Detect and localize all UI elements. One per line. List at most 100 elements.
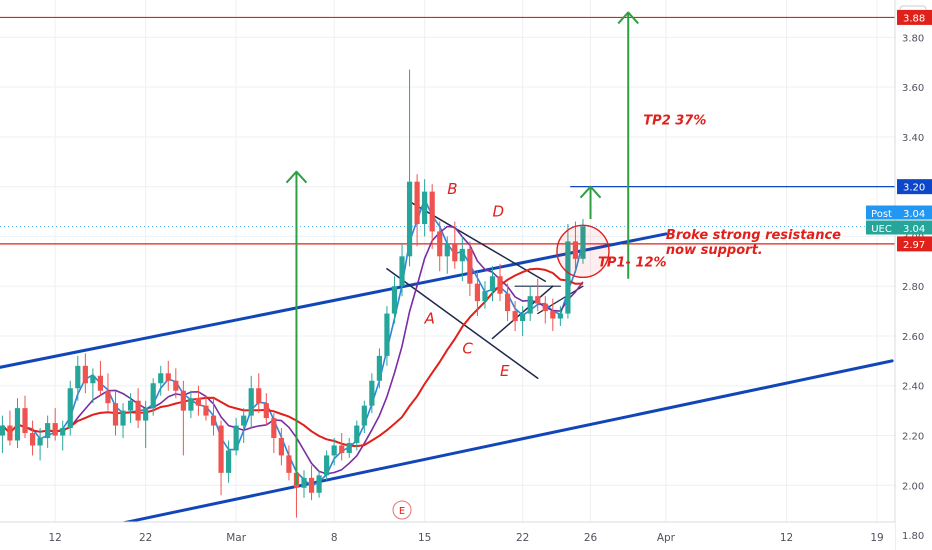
candle <box>452 221 458 269</box>
candle-body <box>226 450 232 473</box>
candle <box>112 390 119 436</box>
target-arrow <box>285 170 308 486</box>
candle <box>105 373 111 411</box>
candle <box>399 243 405 297</box>
candle-body <box>135 400 141 421</box>
candle-body <box>143 408 149 421</box>
candle-body <box>429 191 435 232</box>
candle-body <box>406 181 413 257</box>
trend-line <box>0 232 668 369</box>
candle <box>143 400 149 448</box>
pattern-label: B <box>447 180 457 198</box>
candle <box>535 278 541 312</box>
candle-body <box>474 283 481 302</box>
candle <box>437 221 443 272</box>
price-badge-label: 2.97 <box>903 240 925 251</box>
candle-body <box>105 390 111 404</box>
candle <box>406 69 413 267</box>
pattern-label: D <box>493 203 505 221</box>
candle <box>233 418 239 456</box>
price-tick-label: 3.80 <box>902 33 924 44</box>
arrow-head <box>579 185 602 199</box>
target-arrow <box>579 185 602 220</box>
candle-body <box>218 425 224 473</box>
candle-body <box>444 243 450 257</box>
candle <box>29 420 36 456</box>
last-price-value: 3.04 <box>903 224 925 235</box>
candle <box>14 398 21 448</box>
candle <box>512 301 518 331</box>
candle <box>331 438 337 466</box>
candle <box>127 393 134 424</box>
candle-body <box>376 355 382 381</box>
candle-body <box>271 418 277 439</box>
candle <box>120 403 126 439</box>
candle <box>542 296 548 324</box>
candle-body <box>22 408 28 434</box>
time-tick-label: Mar <box>226 532 246 544</box>
candle <box>339 433 345 461</box>
candle-body <box>331 445 337 456</box>
candle-body <box>188 398 194 411</box>
candle-body <box>29 433 36 446</box>
event-marker: E <box>392 500 412 520</box>
candle-body <box>422 191 428 224</box>
candle <box>60 420 66 451</box>
candle <box>444 236 450 274</box>
time-tick-label: 12 <box>48 532 61 544</box>
candle-body <box>52 423 58 436</box>
price-badge <box>897 236 932 252</box>
candle <box>376 348 382 389</box>
candle <box>150 378 156 416</box>
pattern-label: TP1- 12% <box>598 255 666 270</box>
candle <box>271 413 277 453</box>
candle <box>173 368 179 399</box>
candle-body <box>467 248 473 284</box>
candle <box>550 298 556 331</box>
candle <box>414 174 420 247</box>
time-tick-label: Apr <box>657 532 676 544</box>
candle <box>504 283 511 322</box>
candle-body <box>60 428 66 436</box>
candle-body <box>482 291 488 302</box>
candles <box>0 69 586 518</box>
candle <box>429 184 435 249</box>
pattern-label: A <box>424 310 435 328</box>
price-tick-label: 3.40 <box>902 133 924 144</box>
last-price-name-badge <box>866 220 897 235</box>
candle <box>82 353 88 394</box>
candle <box>324 450 330 481</box>
candle <box>52 408 58 441</box>
candle <box>572 221 579 272</box>
candle <box>45 415 51 448</box>
candle <box>7 410 13 446</box>
candle <box>180 380 186 456</box>
candle <box>557 306 563 327</box>
last-price-name-badge <box>866 205 897 220</box>
price-tick-label: 1.80 <box>902 531 924 542</box>
candle <box>248 375 254 429</box>
candle-body <box>535 296 541 304</box>
candle <box>527 286 533 322</box>
trend-line <box>0 359 894 550</box>
candle <box>459 236 465 282</box>
candle-body <box>45 423 51 439</box>
trend-line <box>386 268 539 380</box>
highlight-circle <box>556 224 610 279</box>
candle-body <box>527 296 533 314</box>
candle-body <box>256 388 262 404</box>
candle-body <box>97 375 104 391</box>
price-tick-label: 2.40 <box>902 382 924 393</box>
candle-body <box>112 403 119 426</box>
candle <box>218 420 224 496</box>
price-tick-label: 3.60 <box>902 83 924 94</box>
candle <box>391 276 398 324</box>
candle <box>422 179 428 237</box>
candle-body <box>550 311 556 319</box>
candle-body <box>452 243 458 262</box>
candle <box>354 420 360 451</box>
time-tick-label: 22 <box>139 532 152 544</box>
candle-body <box>241 415 247 426</box>
candle <box>384 306 390 366</box>
